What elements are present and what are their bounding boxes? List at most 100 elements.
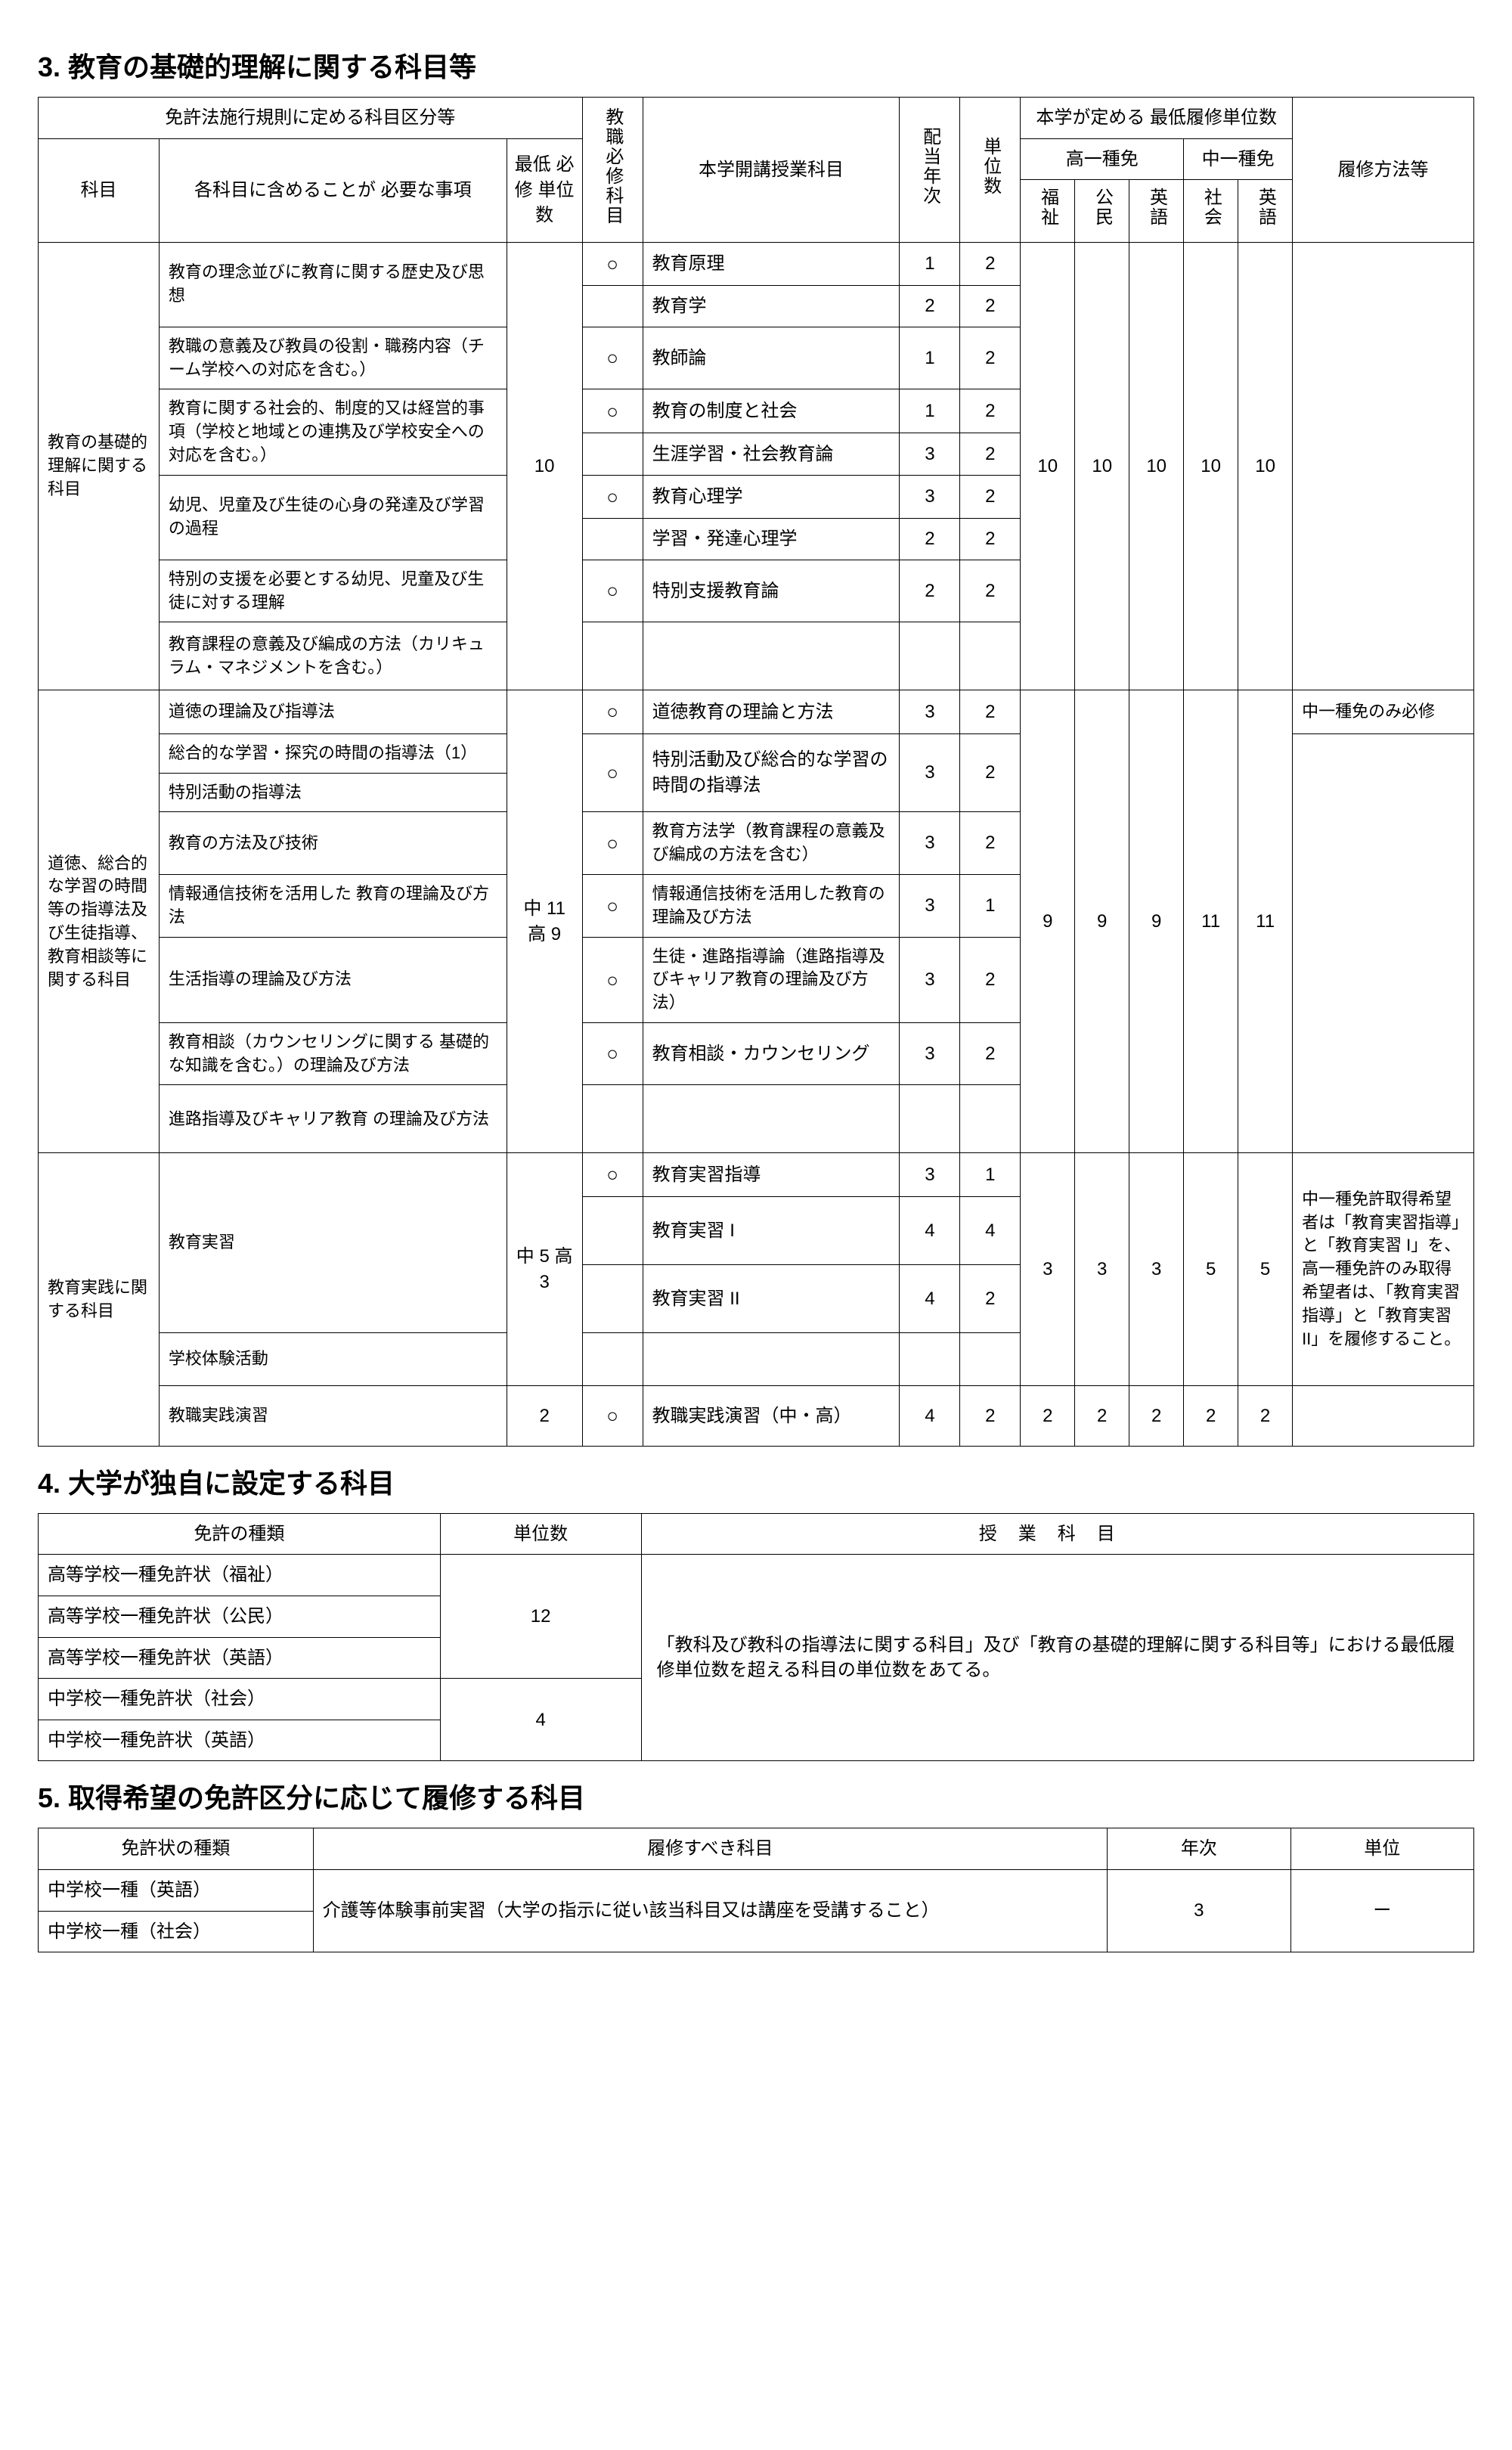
year: 4	[900, 1264, 960, 1332]
table-3: 免許法施行規則に定める科目区分等 教職必修科目 本学開講授業科目 配当年次 単位…	[38, 97, 1474, 1447]
credits3b: 2	[507, 1385, 582, 1446]
req: 学校体験活動	[159, 1332, 507, 1385]
sub-e2: 10	[1238, 242, 1293, 690]
course: 生涯学習・社会教育論	[643, 433, 900, 475]
course	[643, 1332, 900, 1385]
sub-e: 9	[1129, 690, 1184, 1153]
course: 教育原理	[643, 242, 900, 285]
hdr-kamoku: 科目	[39, 138, 160, 242]
year: 3	[900, 733, 960, 812]
table-5: 免許状の種類 履修すべき科目 年次 単位 中学校一種（英語） 介護等体験事前実習…	[38, 1828, 1474, 1952]
course: 情報通信技術を活用した教育の理論及び方法	[643, 874, 900, 937]
mark: ○	[582, 733, 643, 812]
table-row: 教職実践演習 2 ○ 教職実践演習（中・高） 4 2 2 2 2 2 2	[39, 1385, 1474, 1446]
req: 幼児、児童及び生徒の心身の発達及び学習の過程	[159, 475, 507, 560]
table-row: 免許状の種類 履修すべき科目 年次 単位	[39, 1828, 1474, 1870]
year	[900, 1085, 960, 1153]
mark	[582, 1332, 643, 1385]
table-row: 免許法施行規則に定める科目区分等 教職必修科目 本学開講授業科目 配当年次 単位…	[39, 98, 1474, 139]
hdr-type: 免許状の種類	[39, 1828, 314, 1870]
hdr-honsaitei: 本学が定める 最低履修単位数	[1021, 98, 1293, 139]
year: 4	[900, 1385, 960, 1446]
sub-s: 2	[1184, 1385, 1238, 1446]
t4-r5: 中学校一種免許状（英語）	[39, 1720, 441, 1761]
req: 教育実習	[159, 1153, 507, 1332]
req: 教育課程の意義及び編成の方法（カリキュラム・マネジメントを含む。）	[159, 622, 507, 690]
sub-f: 9	[1021, 690, 1075, 1153]
sub-k: 3	[1075, 1153, 1129, 1385]
req: 教育相談（カウンセリングに関する 基礎的な知識を含む。）の理論及び方法	[159, 1022, 507, 1085]
year	[900, 622, 960, 690]
credits2: 中 11 高 9	[507, 690, 582, 1153]
hdr-type: 免許の種類	[39, 1513, 441, 1555]
note: 中一種免のみ必修	[1293, 690, 1474, 733]
note: 中一種免許取得希望者は「教育実習指導」と「教育実習 I」を、高一種免許のみ取得希…	[1293, 1153, 1474, 1385]
u4: 4	[440, 1679, 641, 1761]
hdr-courses: 授業科目	[641, 1513, 1473, 1555]
course: 教育実習指導	[643, 1153, 900, 1196]
t5-r1: 中学校一種（英語）	[39, 1870, 314, 1912]
course: 教育の制度と社会	[643, 389, 900, 433]
req: 教育の方法及び技術	[159, 812, 507, 875]
units: 2	[960, 690, 1021, 733]
hdr-eigo: 英語	[1129, 180, 1184, 243]
mark	[582, 433, 643, 475]
year	[900, 1332, 960, 1385]
t5-course: 介護等体験事前実習（大学の指示に従い該当科目又は講座を受講すること）	[313, 1870, 1108, 1952]
course: 教育実習 II	[643, 1264, 900, 1332]
sub-k: 10	[1075, 242, 1129, 690]
mark: ○	[582, 1022, 643, 1085]
sub-e2: 11	[1238, 690, 1293, 1153]
mark	[582, 1196, 643, 1264]
mark	[582, 519, 643, 560]
year: 3	[900, 937, 960, 1022]
units: 2	[960, 242, 1021, 285]
year: 3	[900, 1153, 960, 1196]
year: 3	[900, 433, 960, 475]
year: 1	[900, 242, 960, 285]
mark: ○	[582, 1153, 643, 1196]
units: 1	[960, 874, 1021, 937]
units: 2	[960, 560, 1021, 622]
sub-e: 3	[1129, 1153, 1184, 1385]
mark	[582, 286, 643, 327]
section4-title: 4. 大学が独自に設定する科目	[38, 1462, 1474, 1501]
table-row: 中学校一種（英語） 介護等体験事前実習（大学の指示に従い該当科目又は講座を受講す…	[39, 1870, 1474, 1912]
mark: ○	[582, 389, 643, 433]
credits3a: 中 5 高 3	[507, 1153, 582, 1385]
mark: ○	[582, 327, 643, 389]
req: 進路指導及びキャリア教育 の理論及び方法	[159, 1085, 507, 1153]
year: 3	[900, 812, 960, 875]
course: 教師論	[643, 327, 900, 389]
mark: ○	[582, 874, 643, 937]
course: 教育方法学（教育課程の意義及び編成の方法を含む）	[643, 812, 900, 875]
course: 教職実践演習（中・高）	[643, 1385, 900, 1446]
req: 教職の意義及び教員の役割・職務内容（チーム学校への対応を含む。）	[159, 327, 507, 389]
units: 2	[960, 812, 1021, 875]
sub-f: 3	[1021, 1153, 1075, 1385]
units: 2	[960, 475, 1021, 518]
req: 総合的な学習・探究の時間の指導法（1）	[159, 733, 507, 773]
units: 2	[960, 1022, 1021, 1085]
units: 2	[960, 389, 1021, 433]
mark: ○	[582, 812, 643, 875]
course: 学習・発達心理学	[643, 519, 900, 560]
section5-title: 5. 取得希望の免許区分に応じて履修する科目	[38, 1776, 1474, 1816]
hdr-rishuu: 履修方法等	[1293, 98, 1474, 243]
course: 教育相談・カウンセリング	[643, 1022, 900, 1085]
desc: 「教科及び教科の指導法に関する科目」及び「教育の基礎的理解に関する科目等」におけ…	[641, 1555, 1473, 1761]
course: 教育心理学	[643, 475, 900, 518]
hdr-units: 単位	[1290, 1828, 1473, 1870]
req: 特別活動の指導法	[159, 773, 507, 812]
t4-r1: 高等学校一種免許状（福祉）	[39, 1555, 441, 1596]
course: 教育実習 I	[643, 1196, 900, 1264]
req: 教育に関する社会的、制度的又は経営的事項（学校と地域との連携及び学校安全への対応…	[159, 389, 507, 475]
sub-k: 2	[1075, 1385, 1129, 1446]
hdr-fukushi: 福祉	[1021, 180, 1075, 243]
year: 3	[900, 1022, 960, 1085]
hdr-koumin: 公民	[1075, 180, 1129, 243]
year: 1	[900, 327, 960, 389]
units: 2	[960, 1264, 1021, 1332]
units: 2	[960, 733, 1021, 812]
sub-s: 5	[1184, 1153, 1238, 1385]
